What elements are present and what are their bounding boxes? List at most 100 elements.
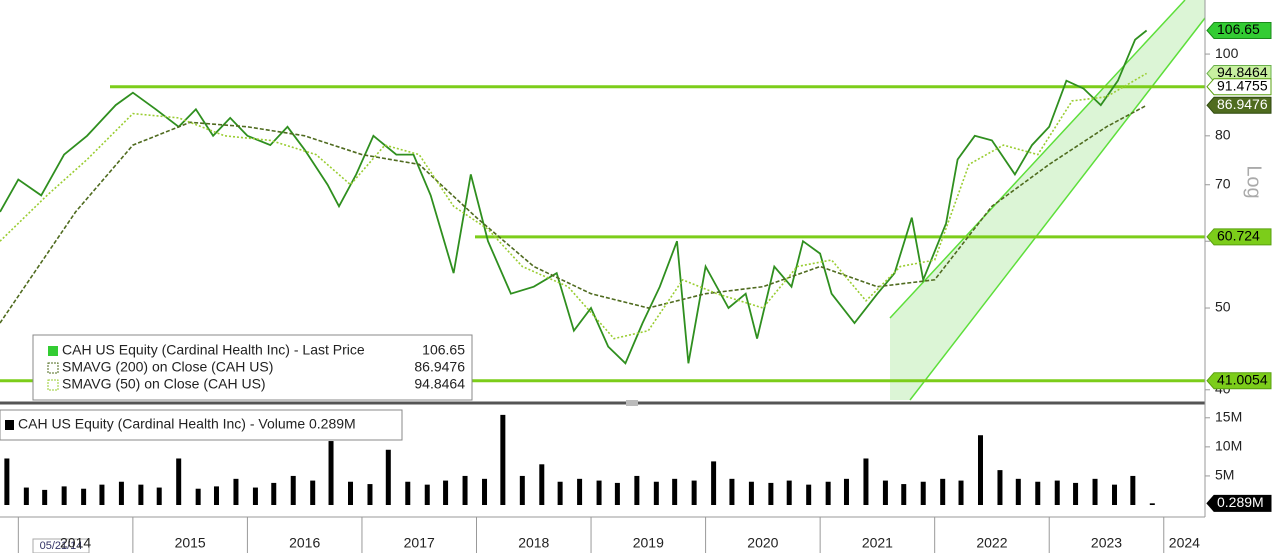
value-box [1206,96,1272,114]
volume-bar [4,458,10,505]
value-box-label: 60.724 [1217,228,1260,244]
volume-bar [1015,478,1021,505]
volume-bar [519,475,525,505]
value-box-label: 86.9476 [1217,96,1268,112]
volume-bar [653,481,659,505]
value-box-label: 41.0054 [1217,371,1268,387]
volume-bar [1112,484,1118,505]
volume-bar [328,441,334,505]
value-box [1206,228,1272,246]
volume-bar [252,487,258,505]
volume-bar [462,475,468,505]
volume-bar [213,486,219,505]
value-box [1206,21,1272,39]
sma-line [0,104,1147,324]
volume-bar [748,481,754,505]
volume-bar [901,484,907,505]
volume-bar [711,461,717,505]
value-box-label: 106.65 [1217,21,1260,37]
volume-legend-text: CAH US Equity (Cardinal Health Inc) - Vo… [18,416,356,432]
volume-bar [290,475,296,505]
x-tick-label: 2023 [1091,535,1122,551]
y-tick-label: 10M [1215,438,1242,454]
volume-bar [614,482,620,505]
volume-bar [138,484,144,505]
channel-upper [889,0,1186,319]
legend-label: CAH US Equity (Cardinal Health Inc) - La… [62,342,365,358]
volume-bar [691,480,697,505]
y-tick-label: 15M [1215,408,1242,424]
volume-bar [424,484,430,505]
volume-bar [1149,503,1155,505]
channel-lower [909,17,1206,401]
volume-bar [634,475,640,505]
volume-legend-swatch [5,420,14,430]
volume-bar [958,480,964,505]
legend-label: SMAVG (50) on Close (CAH US) [62,376,266,392]
volume-bar [233,478,239,505]
volume-bar [557,481,563,505]
volume-bar [500,414,506,505]
x-tick-label: 2017 [404,535,435,551]
volume-bar [920,481,926,505]
x-tick-label: 2018 [518,535,549,551]
volume-bar [23,487,29,505]
volume-bar [596,480,602,505]
x-tick-label: 2020 [747,535,778,551]
value-box-label: 91.4755 [1217,77,1268,93]
value-box-label: 94.8464 [1217,64,1268,80]
x-tick-label: 2014 [60,535,91,551]
x-tick-label: 2021 [862,535,893,551]
volume-bar [1035,481,1041,505]
legend-label: SMAVG (200) on Close (CAH US) [62,359,273,375]
volume-bar [118,481,124,505]
volume-bar [348,481,354,505]
volume-bar [405,481,411,505]
volume-bar [786,480,792,505]
volume-bar [176,458,182,505]
date-label: 05/21/14 [40,540,83,552]
volume-legend-box [0,409,403,441]
volume-bar [825,481,831,505]
volume-bar [977,435,983,505]
volume-bar [768,482,774,505]
price-line [0,29,1148,365]
volume-bar [940,478,946,505]
volume-bar [1054,480,1060,505]
x-tick-label: 2015 [175,535,206,551]
y-tick-label: 50 [1215,299,1231,315]
legend-swatch [47,379,59,391]
volume-bar [843,478,849,505]
sma-line [0,72,1148,340]
volume-bar [806,484,812,505]
legend-swatch [48,346,58,356]
volume-bar [156,487,162,505]
x-tick-label: 2019 [633,535,664,551]
volume-bar [81,488,87,505]
channel-fill [890,0,1205,400]
volume-bar [99,484,105,505]
volume-bar [61,486,67,505]
volume-bar [310,480,316,505]
x-tick-label: 2022 [976,535,1007,551]
value-box [1206,494,1272,512]
volume-bar [539,464,545,505]
legend-value: 94.8464 [414,376,465,392]
y-tick-label: 80 [1215,127,1231,143]
volume-bar [443,480,449,505]
volume-bar [1092,478,1098,505]
x-tick-label: 2016 [289,535,320,551]
volume-bar [271,482,277,505]
volume-bar [863,458,869,505]
legend-value: 106.65 [422,342,465,358]
legend-box [32,334,473,401]
volume-bar [195,488,201,505]
value-box-label: 0.289M [1217,494,1264,510]
value-box [1206,372,1272,390]
volume-bar [997,470,1003,505]
volume-bar [882,480,888,505]
volume-bar [385,449,391,505]
volume-bar [42,489,48,505]
